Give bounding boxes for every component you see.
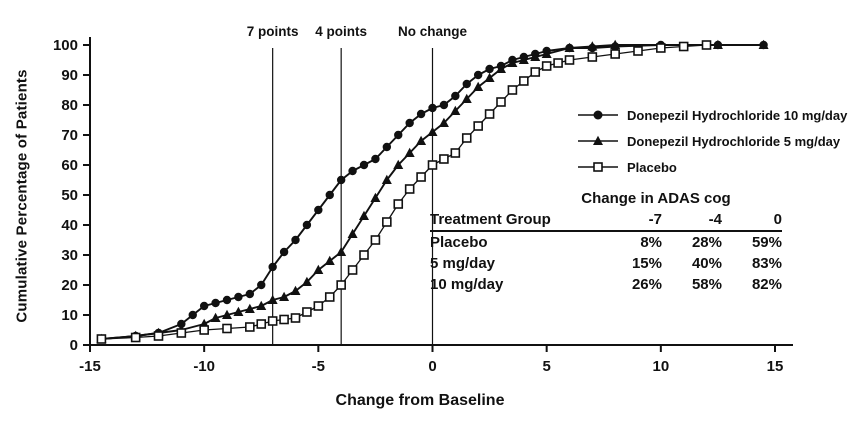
legend-item: Donepezil Hydrochloride 5 mg/day xyxy=(576,128,847,154)
reference-label: 7 points xyxy=(247,24,299,39)
x-axis-label: Change from Baseline xyxy=(335,392,505,409)
chart-legend: Donepezil Hydrochloride 10 mg/day Donepe… xyxy=(576,102,847,180)
series-square-open xyxy=(96,40,712,344)
y-axis-label: Cumulative Percentage of Patients xyxy=(13,69,31,323)
cell-value: 26% xyxy=(631,276,662,293)
cell-value: 59% xyxy=(751,234,782,251)
x-tick-label: 15 xyxy=(767,358,784,375)
x-tick-label: 5 xyxy=(542,358,550,375)
cell-value: 15% xyxy=(631,255,662,272)
inset-table: Change in ADAS cog Treatment Group -7 -4… xyxy=(430,190,782,295)
table-row-5mg: 5 mg/day 15% 40% 83% xyxy=(430,253,782,274)
table-row-10mg: 10 mg/day 26% 58% 82% xyxy=(430,274,782,295)
legend-marker-square xyxy=(578,162,618,172)
reference-label: 4 points xyxy=(315,24,367,39)
legend-label: Donepezil Hydrochloride 10 mg/day xyxy=(627,107,848,123)
row-label: 5 mg/day xyxy=(430,255,496,272)
inset-table-title: Change in ADAS cog xyxy=(581,190,731,207)
y-tick-label: 60 xyxy=(61,157,78,174)
legend-item: Donepezil Hydrochloride 10 mg/day xyxy=(576,102,847,128)
table-row-placebo: Placebo 8% 28% 59% xyxy=(430,231,782,253)
x-tick-label: 10 xyxy=(652,358,669,375)
cell-value: 82% xyxy=(751,276,782,293)
x-tick-label: -15 xyxy=(79,358,101,375)
y-tick-label: 0 xyxy=(70,337,78,354)
inset-table-header-row: Treatment Group -7 -4 0 xyxy=(430,209,782,231)
y-tick-label: 70 xyxy=(61,127,78,144)
legend-label: Placebo xyxy=(627,159,677,175)
cell-value: 28% xyxy=(691,234,722,251)
reference-label: No change xyxy=(398,24,468,39)
cell-value: 8% xyxy=(640,234,662,251)
legend-marker-triangle xyxy=(578,135,618,145)
y-tick-label: 80 xyxy=(61,97,78,114)
legend-label: Donepezil Hydrochloride 5 mg/day xyxy=(627,133,841,149)
series-triangle xyxy=(96,39,769,343)
x-tick-label: -10 xyxy=(193,358,215,375)
x-tick-label: 0 xyxy=(428,358,436,375)
column-minus-7: -7 xyxy=(648,211,662,228)
y-tick-label: 100 xyxy=(53,37,78,54)
cell-value: 58% xyxy=(691,276,722,293)
y-tick-label: 20 xyxy=(61,277,78,294)
y-tick-label: 90 xyxy=(61,67,78,84)
legend-marker-circle xyxy=(578,110,618,120)
cell-value: 40% xyxy=(691,255,722,272)
y-tick-label: 30 xyxy=(61,247,78,264)
cell-value: 83% xyxy=(751,255,782,272)
y-tick-label: 10 xyxy=(61,307,78,324)
x-tick-label: -5 xyxy=(312,358,325,375)
legend-item: Placebo xyxy=(576,154,847,180)
column-zero: 0 xyxy=(773,211,782,228)
row-label: 10 mg/day xyxy=(430,276,504,293)
row-label: Placebo xyxy=(430,234,488,251)
inset-table-grid: Treatment Group -7 -4 0 Placebo 8% 28% 5… xyxy=(430,209,782,295)
y-tick-label: 50 xyxy=(61,187,78,204)
column-minus-4: -4 xyxy=(708,211,722,228)
y-tick-label: 40 xyxy=(61,217,78,234)
column-treatment-group: Treatment Group xyxy=(430,211,551,228)
